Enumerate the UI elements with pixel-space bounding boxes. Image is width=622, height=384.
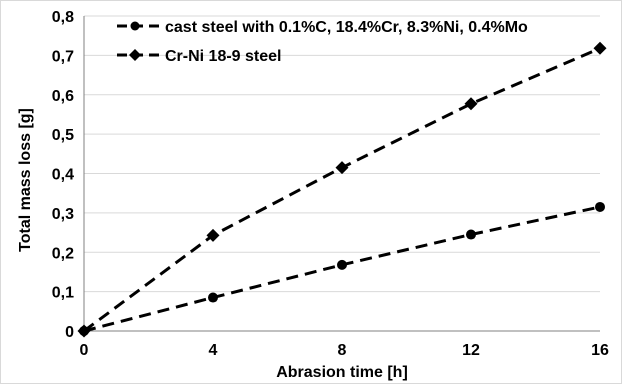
data-point-diamond <box>335 161 349 175</box>
y-tick-label: 0,6 <box>52 88 74 105</box>
y-axis-title: Total mass loss [g] <box>17 108 34 252</box>
data-point-circle <box>208 292 218 303</box>
legend-label-cr-ni: Cr-Ni 18-9 steel <box>165 48 282 65</box>
data-point-diamond <box>77 324 91 338</box>
series-cr-ni <box>77 41 607 338</box>
data-point-circle <box>337 259 347 270</box>
legend-item-cr-ni: Cr-Ni 18-9 steel <box>117 48 282 65</box>
y-tick-label: 0,3 <box>52 206 74 223</box>
x-tick-labels: 0 4 8 12 16 <box>80 342 609 359</box>
legend-marker-circle <box>130 21 140 31</box>
data-point-diamond <box>206 228 220 242</box>
legend-label-cast-steel: cast steel with 0.1%C, 18.4%Cr, 8.3%Ni, … <box>165 19 528 36</box>
y-tick-label: 0,7 <box>52 48 74 65</box>
y-tick-label: 0,8 <box>52 9 74 26</box>
legend-item-cast-steel: cast steel with 0.1%C, 18.4%Cr, 8.3%Ni, … <box>117 19 528 36</box>
x-tick-label: 12 <box>462 342 480 359</box>
data-point-circle <box>595 201 605 212</box>
y-tick-label: 0,2 <box>52 245 74 262</box>
x-tick-label: 8 <box>338 342 347 359</box>
series-cast-steel <box>79 201 605 336</box>
x-tick-label: 0 <box>80 342 89 359</box>
x-tick-label: 4 <box>209 342 218 359</box>
y-tick-label: 0,1 <box>52 285 74 302</box>
y-tick-labels: 0 0,1 0,2 0,3 0,4 0,5 0,6 0,7 0,8 <box>52 9 74 341</box>
legend-marker-diamond <box>129 49 141 61</box>
data-point-circle <box>466 229 476 240</box>
series-group <box>77 41 607 338</box>
data-point-diamond <box>464 97 478 111</box>
grid-lines <box>84 15 600 293</box>
y-tick-label: 0 <box>65 324 74 341</box>
series-line <box>83 46 601 333</box>
x-axis-title: Abrasion time [h] <box>276 364 408 381</box>
x-tick-label: 16 <box>591 342 609 359</box>
data-point-diamond <box>593 41 607 55</box>
y-tick-label: 0,5 <box>52 127 74 144</box>
legend: cast steel with 0.1%C, 18.4%Cr, 8.3%Ni, … <box>117 19 528 65</box>
y-tick-label: 0,4 <box>52 167 74 184</box>
axes <box>83 16 600 332</box>
